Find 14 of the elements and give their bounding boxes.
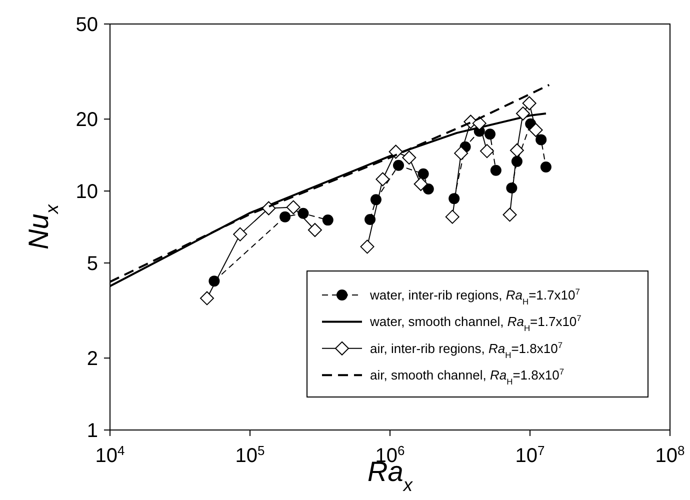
legend-label: air, inter-rib regions, Ra$_{H}$=1.8x10$^{7}$ <box>370 340 563 360</box>
x-tick-label: 10$^{4}$ <box>95 442 125 467</box>
x-tick-label: 10$^{8}$ <box>655 442 685 467</box>
legend-label: air, smooth channel, Ra$_{H}$=1.8x10$^{7}$ <box>370 366 564 387</box>
x-tick-label: 10$^{7}$ <box>515 442 545 467</box>
y-tick-label: 10 <box>76 181 98 204</box>
y-tick-label: 2 <box>86 348 98 370</box>
x-tick-label: 10$^{5}$ <box>235 442 265 467</box>
y-tick-label: 20 <box>76 109 98 132</box>
legend-label: water, inter-rib regions, Ra$_{H}$=1.7x10$^{7}$ <box>369 286 580 306</box>
legend-label: water, smooth channel, Ra$_{H}$=1.7x10$^{7}$ <box>369 313 582 334</box>
y-tick-label: 50 <box>76 14 98 36</box>
y-tick-label: 1 <box>86 420 98 442</box>
y-tick-label: 5 <box>86 252 98 275</box>
